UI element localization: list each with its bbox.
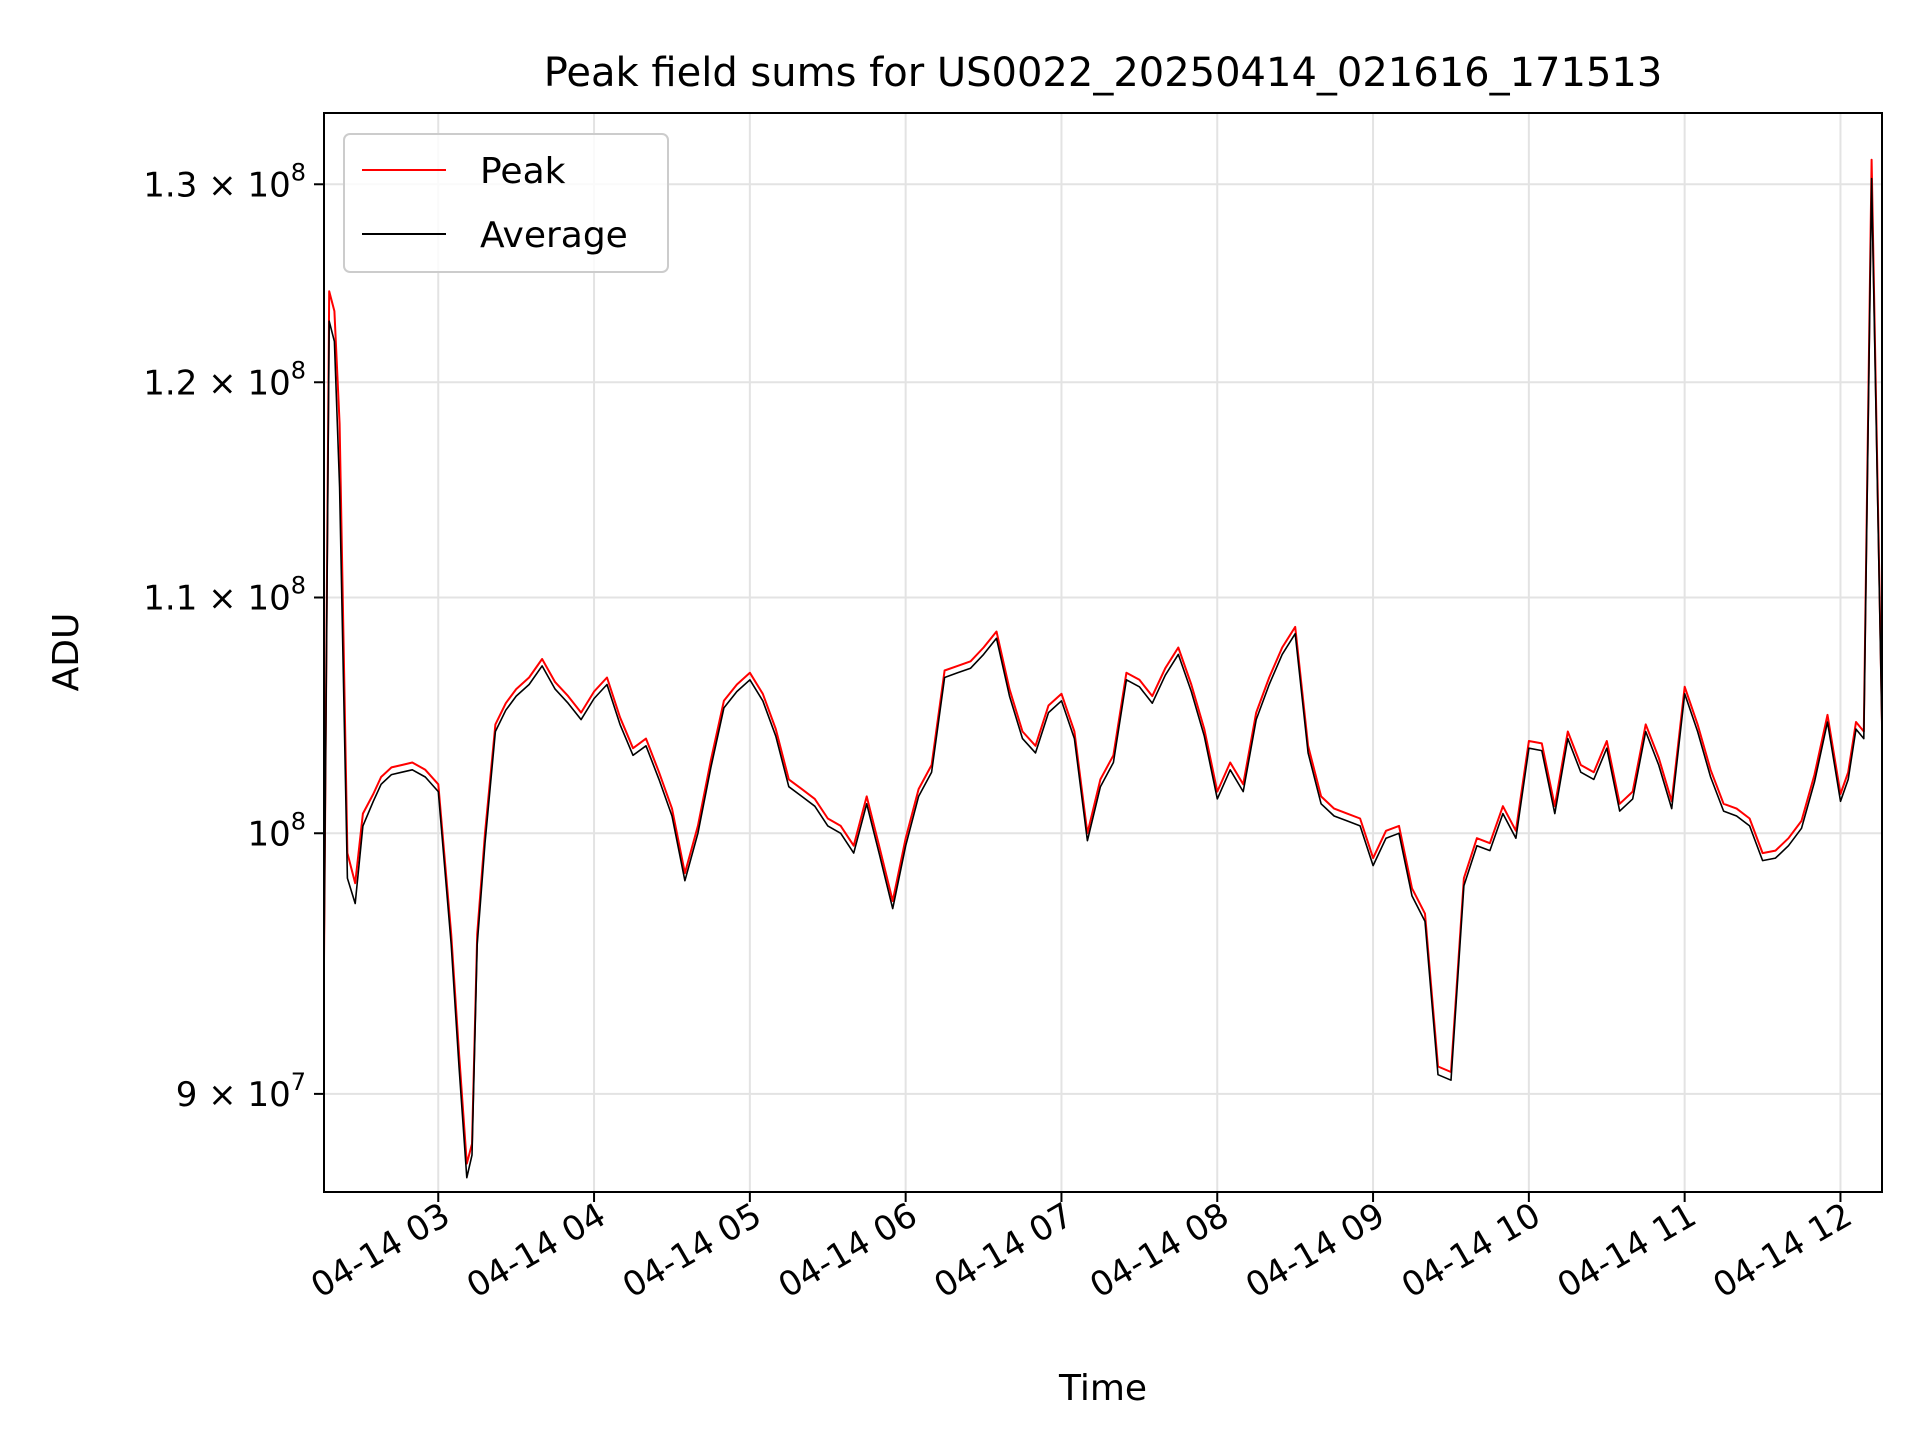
y-tick-exponent: 8 [291,158,306,186]
y-tick-base: 1.1 × 10 [143,578,290,618]
y-tick-exponent: 8 [291,356,306,384]
plot-area-frame [323,112,1883,1193]
y-tick-exponent: 8 [291,807,306,835]
series-line-average [323,177,1883,1179]
y-tick-label: 1.3 × 108 [143,158,306,205]
y-tick-base: 9 × 10 [176,1075,291,1115]
grid-lines [324,113,1882,1192]
y-tick-exponent: 8 [291,571,306,599]
y-axis-label: ADU [46,613,87,692]
y-tick-base: 1.2 × 10 [143,363,290,403]
y-tick-base: 10 [247,814,290,854]
legend-label-peak: Peak [480,151,566,192]
series-line-peak [323,158,1883,1165]
series-layer [323,158,1883,1179]
legend-label-average: Average [480,215,628,256]
y-tick-label: 9 × 107 [176,1068,306,1115]
legend-box [343,133,669,273]
y-tick-base: 1.3 × 10 [143,165,290,205]
y-tick-label: 1.2 × 108 [143,356,306,403]
chart-title: Peak field sums for US0022_20250414_0216… [544,50,1663,96]
y-tick-exponent: 7 [291,1068,306,1096]
x-axis-label: Time [1058,1368,1147,1409]
y-tick-label: 108 [247,807,306,854]
y-tick-label: 1.1 × 108 [143,571,306,618]
legend: Peak Average [343,133,669,273]
